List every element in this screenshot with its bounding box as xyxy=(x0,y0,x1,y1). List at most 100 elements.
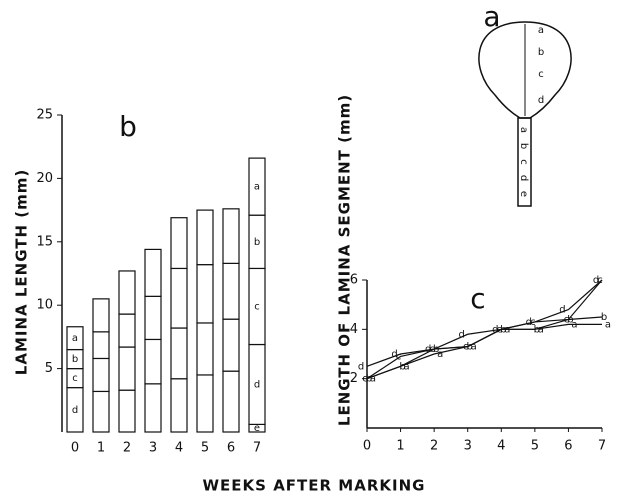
y-tick-label: 4 xyxy=(350,322,358,337)
point-marker: c xyxy=(396,351,402,362)
segment-label: a xyxy=(72,333,78,344)
y-tick-label: 15 xyxy=(36,234,53,249)
lamina-label: a xyxy=(538,25,544,36)
bar-segment xyxy=(118,313,136,348)
series-line xyxy=(366,279,603,367)
segment-label: b xyxy=(72,354,78,365)
bar-segment xyxy=(170,378,188,433)
x-tick-label: 7 xyxy=(598,439,606,454)
series-line xyxy=(366,323,602,380)
petiole-label: e xyxy=(518,191,529,197)
bar-segment xyxy=(92,357,110,393)
point-marker: a xyxy=(504,324,510,335)
segment-label: d xyxy=(254,379,260,390)
lamina-label: b xyxy=(538,47,544,58)
point-marker: a xyxy=(471,342,477,353)
x-tick-label: 2 xyxy=(123,441,131,456)
bar-segment xyxy=(144,248,162,297)
segment-label: c xyxy=(254,301,260,312)
x-tick-label: 3 xyxy=(464,439,472,454)
segment-label: d xyxy=(72,405,78,416)
point-marker: d xyxy=(526,317,532,328)
petiole-label: d xyxy=(518,175,529,181)
x-tick-label: 6 xyxy=(564,439,572,454)
x-tick-label: 5 xyxy=(201,441,209,456)
point-marker: b xyxy=(366,374,372,385)
bar-segment xyxy=(92,390,110,433)
point-marker: d xyxy=(559,305,565,316)
x-tick-label: 1 xyxy=(97,441,105,456)
point-marker: a xyxy=(437,349,443,360)
point-marker: a xyxy=(370,374,376,385)
bar-segment xyxy=(118,389,136,433)
point-marker: d xyxy=(459,329,465,340)
y-tick-label: 25 xyxy=(36,108,53,123)
point-marker: d xyxy=(425,344,431,355)
segment-label: e xyxy=(254,423,260,434)
point-marker: d xyxy=(593,275,599,286)
y-tick-label: 20 xyxy=(36,171,53,186)
y-axis-label: LENGTH OF LAMINA SEGMENT (mm) xyxy=(336,94,354,426)
x-tick-label: 4 xyxy=(497,439,505,454)
x-tick-label: 1 xyxy=(396,439,404,454)
x-tick-label: 2 xyxy=(430,439,438,454)
y-tick-label: 2 xyxy=(350,371,358,386)
segment-label: a xyxy=(254,182,260,193)
segment-label: b xyxy=(254,237,260,248)
point-marker: d xyxy=(492,324,498,335)
bar-segment xyxy=(170,217,188,270)
bar-segment xyxy=(222,318,240,372)
bar-segment xyxy=(196,374,214,433)
bar-segment xyxy=(222,208,240,264)
petiole-label: b xyxy=(518,143,529,149)
bar-segment xyxy=(222,262,240,320)
petiole-label: c xyxy=(518,159,529,165)
panel-label: b xyxy=(119,110,137,143)
lamina-label: d xyxy=(538,95,544,106)
x-tick-label: 4 xyxy=(175,441,183,456)
segment-label: c xyxy=(72,373,78,384)
bar-segment xyxy=(66,326,84,351)
bar-segment xyxy=(144,295,162,341)
bar-segment xyxy=(144,383,162,433)
petiole xyxy=(517,117,532,207)
point-marker: c xyxy=(597,275,603,286)
panel-label: c xyxy=(470,282,485,315)
point-marker: a xyxy=(538,324,544,335)
bar-segment xyxy=(170,267,188,329)
point-marker: d xyxy=(391,349,397,360)
bar-segment xyxy=(118,346,136,391)
point-marker: a xyxy=(605,319,611,330)
bar-segment xyxy=(92,331,110,360)
x-tick-label: 5 xyxy=(531,439,539,454)
bar-segment xyxy=(196,264,214,324)
point-marker: b xyxy=(567,314,573,325)
point-marker: a xyxy=(571,319,577,330)
lamina-label: c xyxy=(538,69,544,80)
bar-segment xyxy=(118,270,136,315)
x-tick-label: 0 xyxy=(363,439,371,454)
point-marker: b xyxy=(601,312,607,323)
bar-segment xyxy=(196,209,214,266)
point-marker: d xyxy=(358,361,364,372)
bar-segment xyxy=(248,157,266,216)
x-tick-label: 3 xyxy=(149,441,157,456)
y-axis-label: LAMINA LENGTH (mm) xyxy=(13,169,31,375)
petiole-label: a xyxy=(518,127,529,133)
bar-segment xyxy=(222,370,240,433)
bar-segment xyxy=(170,327,188,380)
point-marker: b xyxy=(467,342,473,353)
point-marker: c xyxy=(362,374,368,385)
y-tick-label: 5 xyxy=(45,361,53,376)
x-axis-label: WEEKS AFTER MARKING xyxy=(203,477,426,495)
y-tick-label: 10 xyxy=(36,298,53,313)
point-marker: a xyxy=(404,361,410,372)
x-tick-label: 0 xyxy=(71,441,79,456)
point-marker: b xyxy=(534,324,540,335)
bar-segment xyxy=(196,322,214,376)
x-tick-label: 6 xyxy=(227,441,235,456)
bar-segment xyxy=(144,338,162,385)
point-marker: c xyxy=(530,317,536,328)
y-tick-label: 6 xyxy=(350,273,358,288)
